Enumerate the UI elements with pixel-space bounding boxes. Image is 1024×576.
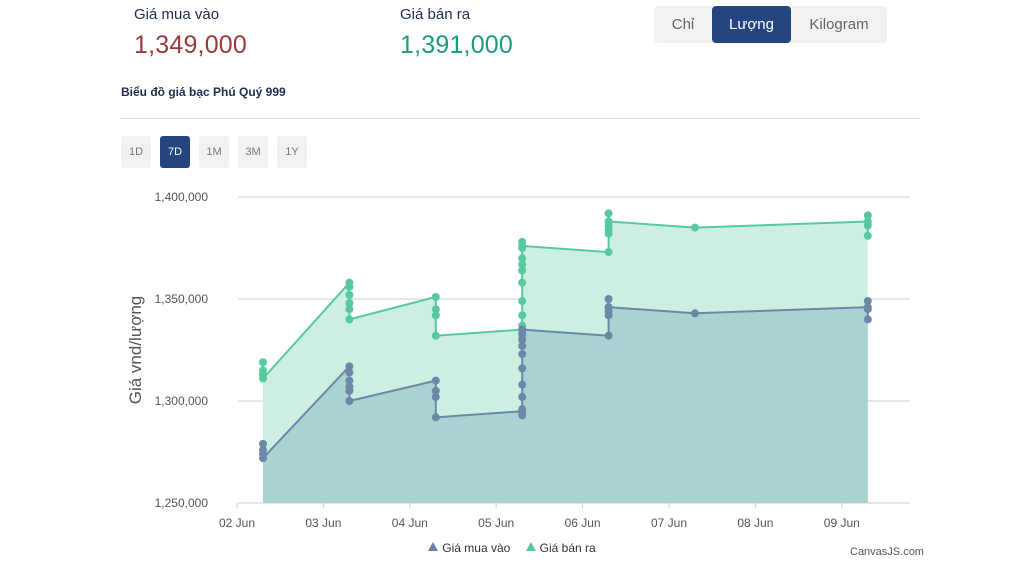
x-tick-label: 07 Jun xyxy=(651,516,687,530)
data-point-sell xyxy=(431,305,440,314)
legend-label-sell: Giá bán ra xyxy=(539,541,596,555)
data-point-sell xyxy=(863,231,872,240)
data-point-sell xyxy=(345,299,354,308)
data-point-sell xyxy=(518,241,527,250)
buy-price-block: Giá mua vào 1,349,000 xyxy=(134,6,247,60)
x-tick-label: 06 Jun xyxy=(565,516,601,530)
data-point-buy xyxy=(863,305,872,314)
data-point-sell xyxy=(518,311,527,320)
data-point-sell xyxy=(518,266,527,275)
legend-item-buy[interactable]: Giá mua vào xyxy=(428,541,510,555)
data-point-buy xyxy=(518,350,527,359)
triangle-icon xyxy=(525,542,536,551)
legend-item-sell[interactable]: Giá bán ra xyxy=(525,541,596,555)
data-point-buy xyxy=(431,376,440,385)
data-point-sell xyxy=(604,209,613,218)
data-point-buy xyxy=(518,364,527,373)
range-selector: 1D 7D 1M 3M 1Y xyxy=(121,136,316,168)
data-point-buy xyxy=(691,309,699,318)
data-point-buy xyxy=(345,397,354,405)
unit-kilogram-button[interactable]: Kilogram xyxy=(809,16,869,33)
data-point-buy xyxy=(518,335,527,344)
y-axis-title: Giá vnd/lượng xyxy=(126,296,145,405)
range-1y-button[interactable]: 1Y xyxy=(277,136,307,168)
unit-luong-button[interactable]: Lượng xyxy=(712,6,791,43)
x-tick-label: 02 Jun xyxy=(219,516,255,530)
data-point-sell xyxy=(259,374,267,383)
data-point-buy xyxy=(518,405,527,414)
data-point-sell xyxy=(345,282,354,291)
data-point-buy xyxy=(345,368,354,377)
data-point-buy xyxy=(863,297,872,306)
data-point-buy xyxy=(518,341,527,350)
x-tick-label: 09 Jun xyxy=(824,516,860,530)
data-point-buy xyxy=(259,454,267,463)
data-point-buy xyxy=(345,376,354,385)
y-tick-label: 1,250,000 xyxy=(155,496,209,510)
range-1m-button[interactable]: 1M xyxy=(199,136,229,168)
sell-price-block: Giá bán ra 1,391,000 xyxy=(400,6,513,60)
data-point-sell xyxy=(345,290,354,299)
data-point-sell xyxy=(518,260,527,269)
data-point-sell xyxy=(604,217,613,226)
data-point-sell xyxy=(259,358,267,367)
data-point-sell xyxy=(431,292,440,301)
data-point-sell xyxy=(691,223,699,232)
data-point-sell xyxy=(518,297,527,306)
data-point-buy xyxy=(863,315,872,324)
data-point-buy xyxy=(518,380,527,389)
x-tick-label: 04 Jun xyxy=(392,516,428,530)
data-point-buy xyxy=(431,392,440,401)
unit-toggle: Chỉ Lượng Kilogram xyxy=(654,6,887,43)
divider xyxy=(120,118,920,119)
triangle-icon xyxy=(428,542,439,551)
data-point-sell xyxy=(431,331,440,340)
chart-title: Biểu đồ giá bạc Phú Quý 999 xyxy=(121,85,286,99)
data-point-buy xyxy=(604,303,613,312)
buy-price-label: Giá mua vào xyxy=(134,6,220,23)
data-point-sell xyxy=(345,315,354,324)
range-1d-button[interactable]: 1D xyxy=(121,136,151,168)
data-point-buy xyxy=(518,392,527,401)
data-point-buy xyxy=(259,439,267,448)
canvasjs-credit-link[interactable]: CanvasJS.com xyxy=(850,546,924,558)
data-point-buy xyxy=(431,386,440,395)
data-point-sell xyxy=(518,278,527,287)
data-point-sell xyxy=(863,211,872,220)
data-point-buy xyxy=(431,413,440,422)
area-fill-buy xyxy=(263,299,868,503)
data-point-sell xyxy=(863,221,872,230)
data-point-sell xyxy=(345,305,354,314)
legend: Giá mua vào Giá bán ra xyxy=(0,541,1024,555)
y-tick-label: 1,400,000 xyxy=(155,190,209,204)
sell-price-value: 1,391,000 xyxy=(400,31,514,59)
data-point-sell xyxy=(431,311,440,320)
x-tick-label: 05 Jun xyxy=(478,516,514,530)
data-point-sell xyxy=(604,248,613,257)
data-point-sell xyxy=(518,254,527,263)
data-point-buy xyxy=(345,386,354,395)
data-point-buy xyxy=(604,295,613,303)
legend-label-buy: Giá mua vào xyxy=(442,541,511,555)
y-tick-label: 1,350,000 xyxy=(155,292,209,306)
data-point-buy xyxy=(345,362,354,371)
data-point-buy xyxy=(518,325,527,334)
x-tick-label: 08 Jun xyxy=(737,516,773,530)
y-tick-label: 1,300,000 xyxy=(155,394,209,408)
data-point-buy xyxy=(604,331,613,340)
range-3m-button[interactable]: 3M xyxy=(238,136,268,168)
unit-chi-button[interactable]: Chỉ xyxy=(671,16,695,33)
sell-price-label: Giá bán ra xyxy=(400,6,471,23)
range-7d-button[interactable]: 7D xyxy=(160,136,190,168)
data-point-buy xyxy=(518,411,527,420)
buy-price-value: 1,349,000 xyxy=(134,31,248,59)
x-tick-label: 03 Jun xyxy=(305,516,341,530)
